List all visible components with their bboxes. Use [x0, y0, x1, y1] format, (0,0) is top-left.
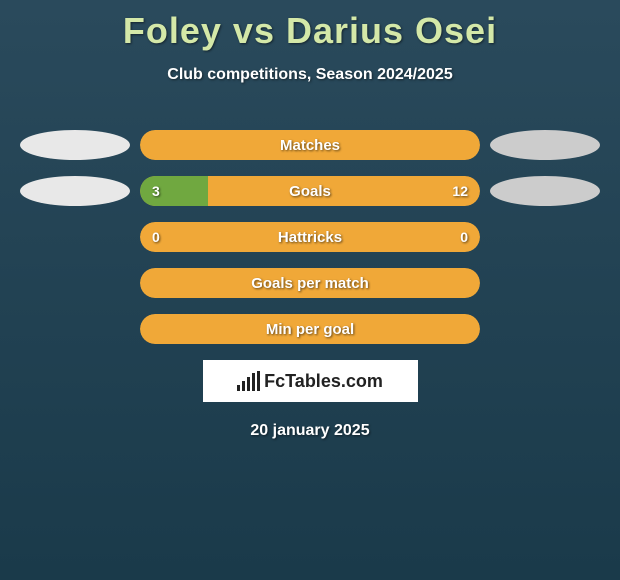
stat-right-value: 0 [460, 222, 468, 252]
logo-box: FcTables.com [203, 360, 418, 402]
logo-text: FcTables.com [264, 371, 383, 392]
stat-row: 3Goals12 [10, 176, 610, 206]
stat-label: Matches [140, 130, 480, 160]
stat-row: Min per goal [10, 314, 610, 344]
stat-row: Matches [10, 130, 610, 160]
right-team-oval [490, 130, 600, 160]
stat-row: 0Hattricks0 [10, 222, 610, 252]
stat-row: Goals per match [10, 268, 610, 298]
stat-bar: 0Hattricks0 [140, 222, 480, 252]
stat-label: Hattricks [140, 222, 480, 252]
stat-bar: Goals per match [140, 268, 480, 298]
right-team-oval [490, 176, 600, 206]
logo-chart-icon [237, 371, 260, 391]
stat-bar: Matches [140, 130, 480, 160]
left-team-oval [20, 176, 130, 206]
stat-label: Goals per match [140, 268, 480, 298]
stat-label: Goals [140, 176, 480, 206]
stat-bar: 3Goals12 [140, 176, 480, 206]
stats-container: Matches 3Goals12 0Hattricks0 Goals per matc… [0, 130, 620, 344]
stat-label: Min per goal [140, 314, 480, 344]
stat-bar: Min per goal [140, 314, 480, 344]
page-title: Foley vs Darius Osei [0, 0, 620, 52]
date-label: 20 january 2025 [0, 422, 620, 440]
left-team-oval [20, 130, 130, 160]
stat-right-value: 12 [452, 176, 468, 206]
subtitle: Club competitions, Season 2024/2025 [0, 66, 620, 84]
